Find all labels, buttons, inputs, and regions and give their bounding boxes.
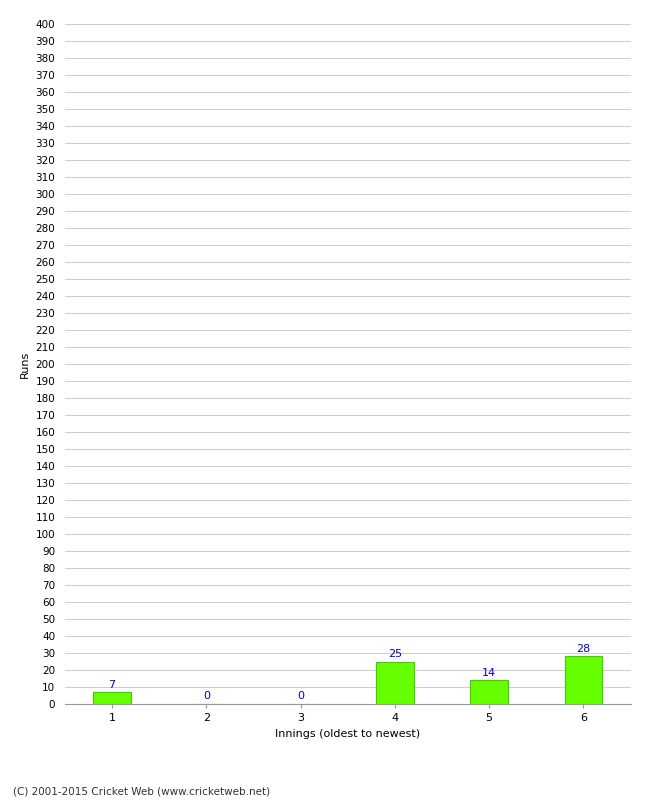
Text: 7: 7 xyxy=(109,679,116,690)
Text: 0: 0 xyxy=(297,690,304,701)
Bar xyxy=(94,692,131,704)
Text: 25: 25 xyxy=(388,649,402,659)
X-axis label: Innings (oldest to newest): Innings (oldest to newest) xyxy=(275,729,421,738)
Y-axis label: Runs: Runs xyxy=(20,350,30,378)
Text: 14: 14 xyxy=(482,668,496,678)
Bar xyxy=(376,662,413,704)
Bar xyxy=(470,680,508,704)
Text: 0: 0 xyxy=(203,690,210,701)
Text: (C) 2001-2015 Cricket Web (www.cricketweb.net): (C) 2001-2015 Cricket Web (www.cricketwe… xyxy=(13,786,270,796)
Text: 28: 28 xyxy=(577,644,590,654)
Bar xyxy=(564,656,602,704)
